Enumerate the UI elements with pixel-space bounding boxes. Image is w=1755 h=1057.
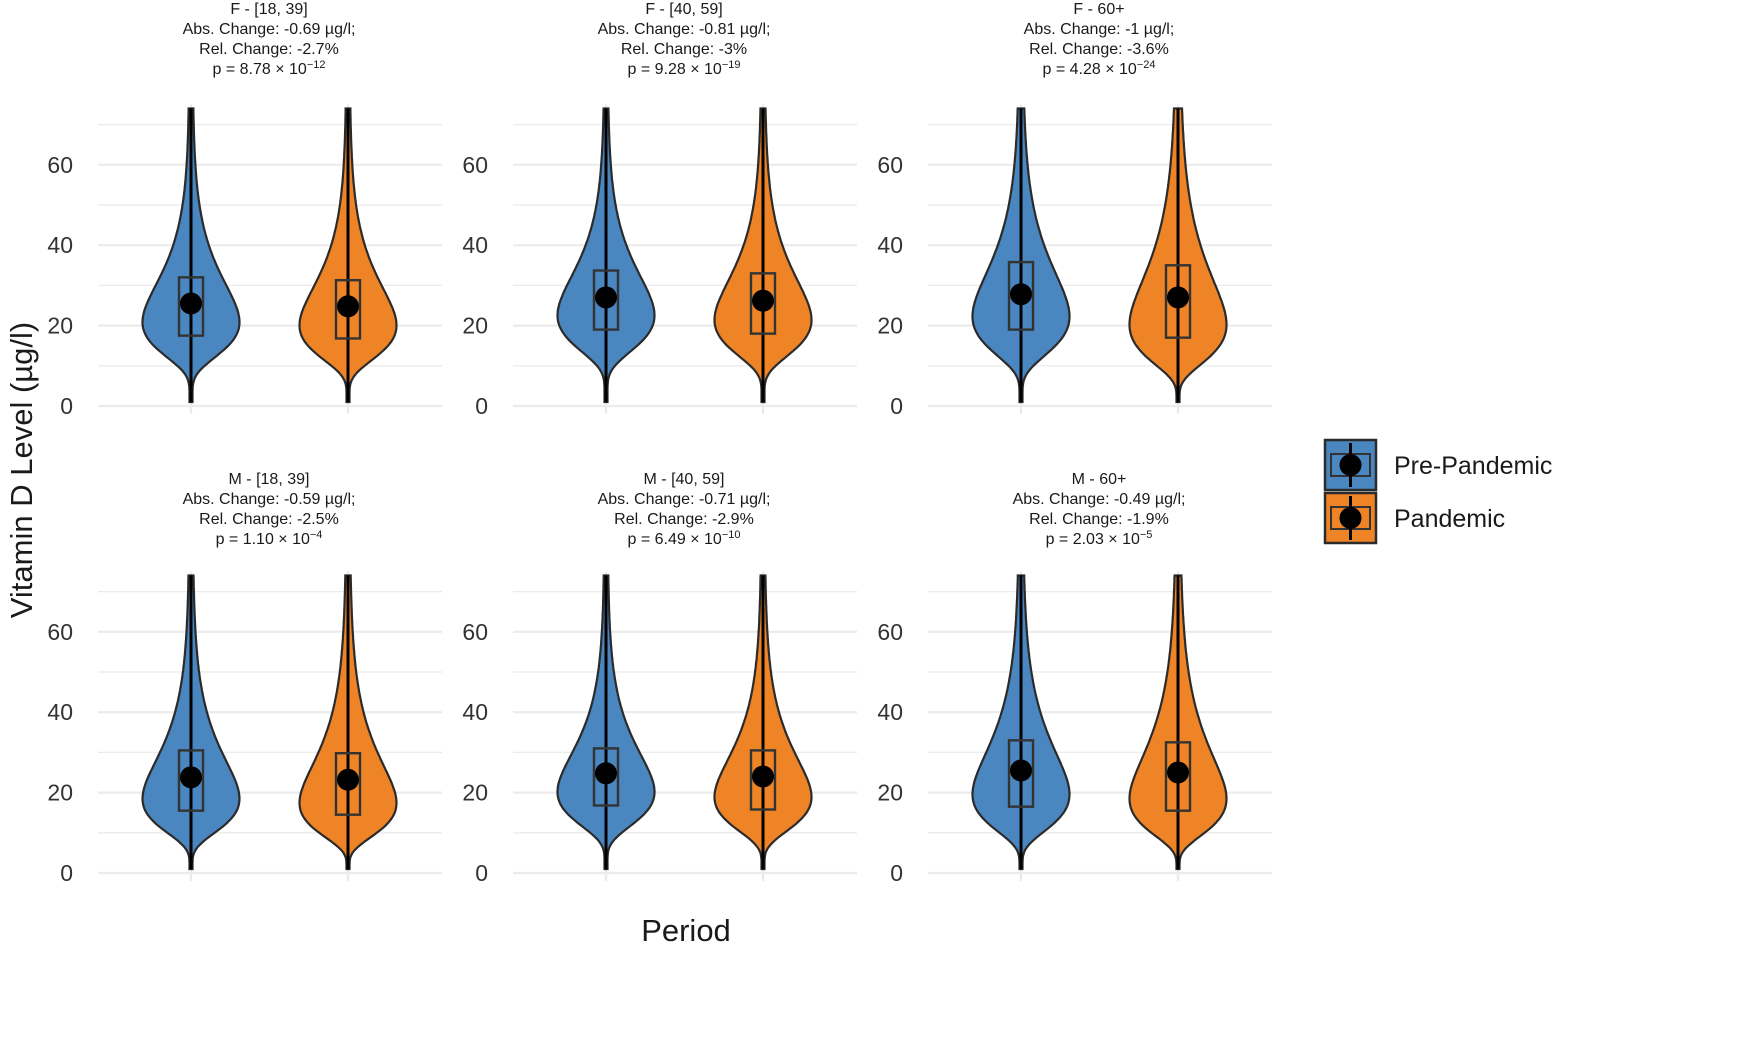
- legend-point-icon: [1339, 507, 1362, 529]
- y-tick-label: 40: [47, 699, 73, 725]
- y-tick-label: 20: [462, 780, 488, 806]
- abs-change-label: Abs. Change: -0.59 µg/l;: [183, 491, 356, 508]
- p-value-label: p = 6.49 × 10−10: [628, 529, 741, 548]
- iqr-box: [334, 752, 362, 816]
- rel-change-label: Rel. Change: -3.6%: [1029, 41, 1169, 58]
- rel-change-label: Rel. Change: -2.5%: [199, 511, 339, 528]
- abs-change-label: Abs. Change: -0.81 µg/l;: [598, 21, 771, 38]
- y-tick-label: 20: [47, 780, 73, 806]
- rel-change-label: Rel. Change: -2.7%: [199, 41, 339, 58]
- rel-change-label: Rel. Change: -2.9%: [614, 511, 754, 528]
- y-tick-label: 40: [462, 699, 488, 725]
- p-value-label: p = 2.03 × 10−5: [1046, 529, 1153, 548]
- center-point: [1010, 759, 1032, 782]
- p-value-label: p = 4.28 × 10−24: [1043, 59, 1156, 78]
- rel-change-label: Rel. Change: -3%: [621, 41, 747, 58]
- center-point: [752, 289, 774, 312]
- abs-change-label: Abs. Change: -0.69 µg/l;: [183, 21, 356, 38]
- panel: 0 20 40 60 F - 60+ Abs. Change: -1 µg/l; Rel. …: [877, 1, 1272, 419]
- y-tick-label: 0: [60, 393, 73, 419]
- legend: Pre-Pandemic Pandemic: [1323, 438, 1552, 545]
- legend-item: Pre-Pandemic: [1323, 438, 1552, 492]
- center-point: [337, 295, 359, 318]
- center-point: [180, 766, 202, 789]
- y-tick-label: 20: [47, 313, 73, 339]
- y-tick-label: 60: [877, 619, 903, 645]
- panel-title: M - 60+: [1072, 471, 1127, 488]
- y-tick-label: 0: [60, 860, 73, 886]
- y-tick-label: 60: [462, 619, 488, 645]
- y-axis-title: Vitamin D Level (µg/l): [4, 322, 39, 618]
- panel: 0 20 40 60 F - [18, 39] Abs. Change: -0.69 µg…: [47, 1, 442, 419]
- y-tick-label: 0: [475, 860, 488, 886]
- p-value-label: p = 9.28 × 10−19: [628, 59, 741, 78]
- y-tick-label: 40: [877, 699, 903, 725]
- iqr-box: [1007, 260, 1035, 331]
- y-tick-label: 60: [462, 152, 488, 178]
- legend-label: Pandemic: [1394, 505, 1505, 533]
- y-tick-label: 60: [877, 152, 903, 178]
- center-point: [1167, 286, 1189, 309]
- rel-change-label: Rel. Change: -1.9%: [1029, 511, 1169, 528]
- iqr-box: [592, 269, 620, 331]
- panel: 0 20 40 60 M - 60+ Abs. Change: -0.49 µg/l; Re…: [877, 471, 1272, 886]
- iqr-box: [1007, 739, 1035, 808]
- y-tick-label: 20: [877, 313, 903, 339]
- iqr-box: [749, 749, 777, 811]
- legend-label: Pre-Pandemic: [1394, 452, 1552, 480]
- y-tick-label: 0: [475, 393, 488, 419]
- abs-change-label: Abs. Change: -1 µg/l;: [1024, 21, 1175, 38]
- iqr-box: [177, 749, 205, 812]
- iqr-box: [749, 272, 777, 335]
- center-point: [180, 292, 202, 315]
- iqr-box: [334, 278, 362, 340]
- center-point: [1167, 761, 1189, 784]
- iqr-box: [592, 747, 620, 807]
- iqr-box: [1164, 741, 1192, 812]
- y-tick-label: 0: [890, 393, 903, 419]
- panel-title: F - [18, 39]: [230, 1, 307, 18]
- panel-title: M - [40, 59]: [644, 471, 725, 488]
- center-point: [595, 286, 617, 309]
- panel-title: M - [18, 39]: [229, 471, 310, 488]
- y-tick-label: 40: [462, 232, 488, 258]
- panel: 0 20 40 60 M - [18, 39] Abs. Change: -0.59 µg…: [47, 471, 442, 886]
- p-value-label: p = 1.10 × 10−4: [216, 529, 323, 548]
- y-tick-label: 20: [877, 780, 903, 806]
- y-tick-label: 20: [462, 313, 488, 339]
- x-axis-title: Period: [641, 913, 731, 948]
- abs-change-label: Abs. Change: -0.71 µg/l;: [598, 491, 771, 508]
- y-tick-label: 40: [47, 232, 73, 258]
- center-point: [595, 762, 617, 785]
- legend-point-icon: [1339, 454, 1362, 476]
- center-point: [1010, 283, 1032, 306]
- panel-title: F - [40, 59]: [645, 1, 722, 18]
- y-tick-label: 0: [890, 860, 903, 886]
- panel: 0 20 40 60 F - [40, 59] Abs. Change: -0.81 µg…: [462, 1, 857, 419]
- abs-change-label: Abs. Change: -0.49 µg/l;: [1013, 491, 1186, 508]
- iqr-box: [1164, 264, 1192, 339]
- center-point: [752, 765, 774, 788]
- y-tick-label: 60: [47, 619, 73, 645]
- p-value-label: p = 8.78 × 10−12: [213, 59, 326, 78]
- y-tick-label: 40: [877, 232, 903, 258]
- y-tick-label: 60: [47, 152, 73, 178]
- panel-title: F - 60+: [1073, 1, 1124, 18]
- panel: 0 20 40 60 M - [40, 59] Abs. Change: -0.71 µg…: [462, 471, 857, 886]
- iqr-box: [177, 276, 205, 337]
- center-point: [337, 768, 359, 791]
- legend-item: Pandemic: [1323, 491, 1505, 545]
